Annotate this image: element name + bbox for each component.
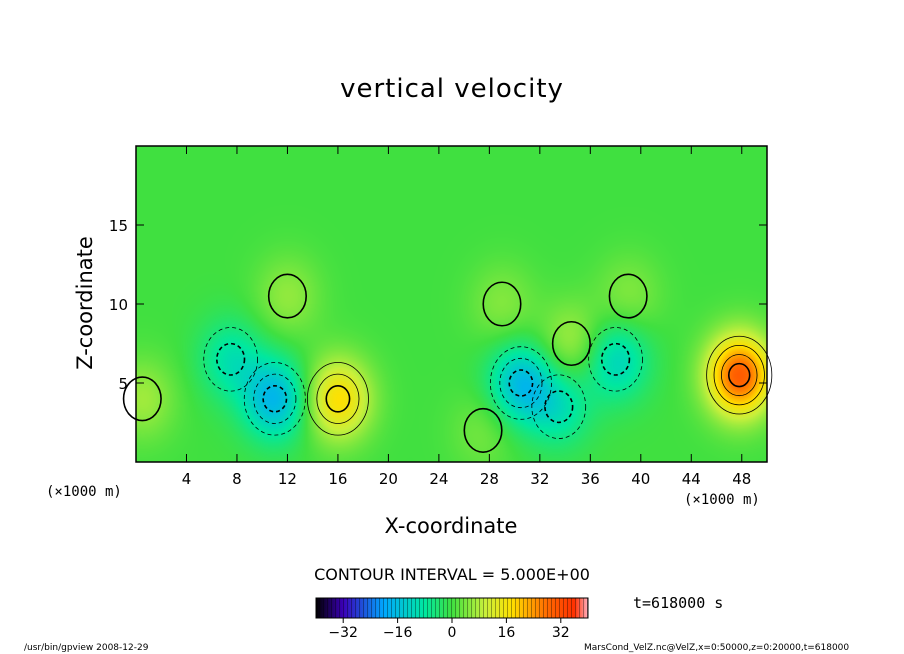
contour-line [713, 344, 765, 406]
x-tick-label: 44 [682, 470, 701, 488]
colorbar-stripes [316, 598, 588, 618]
y-tick-label: 10 [109, 296, 128, 314]
colorbar: −32 −16 0 16 32 [315, 597, 589, 641]
x-tick-label: 24 [429, 470, 448, 488]
chart-title: vertical velocity [340, 74, 564, 104]
x-tick-label: 36 [581, 470, 600, 488]
contour-line [721, 354, 758, 397]
colorbar-tick-label: −32 [328, 625, 358, 641]
footer-right: MarsCond_VelZ.nc@VelZ,x=0:50000,z=0:2000… [584, 643, 850, 653]
contour-line [588, 327, 643, 392]
x-unit-left: (×1000 m) [46, 484, 122, 500]
contour-line [463, 407, 503, 453]
x-tick-label: 40 [631, 470, 650, 488]
contour-line [728, 362, 751, 388]
contour-line [608, 273, 648, 319]
contour-line [253, 373, 297, 424]
contour-line [122, 376, 162, 422]
contour-line [216, 342, 246, 376]
contour-line [499, 357, 543, 409]
x-tick-label: 8 [232, 470, 242, 488]
x-unit-right: (×1000 m) [684, 492, 760, 508]
y-tick-label: 5 [118, 375, 128, 393]
x-tick-label: 28 [480, 470, 499, 488]
y-tick-label: 15 [109, 217, 128, 235]
contour-line [267, 273, 307, 319]
contour-line [325, 384, 351, 413]
contour-line [262, 384, 288, 413]
colorbar-tick-label: −16 [383, 625, 413, 641]
contour-line [482, 281, 522, 327]
x-tick-label: 4 [182, 470, 192, 488]
contour-line [203, 327, 258, 392]
footer-left: /usr/bin/gpview 2008-12-29 [24, 643, 149, 653]
contour-line [489, 346, 552, 420]
contour-line [551, 320, 591, 367]
contour-interval-label: CONTOUR INTERVAL = 5.000E+00 [314, 565, 590, 584]
colorbar-tick-label: 32 [552, 625, 570, 641]
contour-line [600, 342, 631, 376]
x-axis-label: X-coordinate [384, 514, 518, 538]
y-axis-label: Z-coordinate [73, 236, 97, 370]
x-tick-label: 16 [328, 470, 347, 488]
contour-line [531, 374, 587, 439]
contour-line [706, 335, 773, 415]
x-tick-label: 48 [732, 470, 751, 488]
contour-line [243, 362, 306, 436]
colorbar-tick-label: 16 [497, 625, 515, 641]
time-label: t=618000 s [633, 594, 724, 612]
x-tick-label: 12 [278, 470, 297, 488]
contour-line [306, 362, 369, 436]
x-tick-label: 20 [379, 470, 398, 488]
colorbar-tick-label: 0 [448, 625, 457, 641]
field-raster [136, 146, 767, 462]
contour-line [316, 373, 360, 424]
contour-line [544, 390, 574, 424]
contour-line [508, 369, 534, 397]
x-tick-label: 32 [530, 470, 549, 488]
